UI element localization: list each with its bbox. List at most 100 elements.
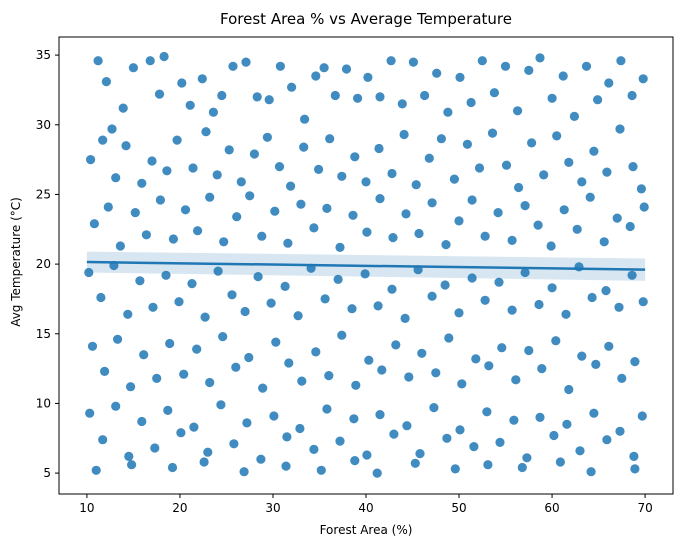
data-point bbox=[457, 379, 467, 389]
data-point bbox=[282, 432, 292, 442]
data-point bbox=[432, 68, 442, 78]
data-point bbox=[551, 336, 561, 346]
data-point bbox=[612, 213, 622, 223]
data-point bbox=[284, 358, 294, 368]
data-point bbox=[537, 364, 547, 374]
data-point bbox=[513, 106, 523, 116]
data-point bbox=[258, 383, 268, 393]
data-point bbox=[373, 301, 383, 311]
data-point bbox=[469, 442, 479, 452]
data-point bbox=[295, 423, 305, 434]
data-point bbox=[375, 92, 385, 102]
data-point bbox=[443, 107, 453, 117]
data-point bbox=[616, 56, 626, 66]
data-point bbox=[165, 338, 175, 349]
data-point bbox=[591, 359, 601, 369]
data-point bbox=[533, 220, 543, 230]
data-point bbox=[625, 221, 635, 232]
data-point bbox=[152, 373, 162, 383]
data-point bbox=[228, 61, 238, 71]
data-point bbox=[249, 149, 259, 159]
data-point bbox=[522, 453, 532, 463]
data-point bbox=[91, 465, 101, 475]
data-point bbox=[286, 181, 296, 191]
data-point bbox=[507, 305, 517, 315]
data-point bbox=[161, 270, 171, 280]
data-point bbox=[441, 240, 451, 250]
data-point bbox=[349, 414, 359, 424]
data-point bbox=[283, 238, 293, 248]
data-point bbox=[574, 262, 584, 272]
data-point bbox=[85, 408, 95, 418]
data-point bbox=[231, 362, 241, 372]
data-point bbox=[199, 457, 209, 467]
data-point bbox=[121, 141, 131, 151]
data-point bbox=[564, 384, 574, 395]
data-point bbox=[216, 400, 226, 410]
data-point bbox=[564, 157, 574, 167]
data-point bbox=[84, 267, 94, 278]
data-point bbox=[245, 191, 255, 201]
data-point bbox=[614, 302, 624, 312]
data-point bbox=[297, 376, 307, 386]
data-point bbox=[527, 138, 537, 148]
data-point bbox=[402, 421, 412, 431]
data-point bbox=[442, 433, 452, 443]
data-point bbox=[179, 369, 189, 379]
data-point bbox=[113, 334, 123, 344]
data-point bbox=[201, 127, 211, 137]
data-point bbox=[299, 142, 309, 152]
data-point bbox=[348, 210, 358, 220]
data-point bbox=[615, 124, 625, 134]
data-point bbox=[639, 202, 649, 212]
data-point bbox=[141, 230, 151, 240]
data-point bbox=[320, 294, 330, 304]
data-point bbox=[493, 208, 503, 218]
data-point bbox=[387, 168, 397, 179]
data-point bbox=[388, 233, 398, 243]
data-point bbox=[627, 270, 637, 280]
data-point bbox=[335, 242, 345, 252]
y-tick-label: 35 bbox=[36, 48, 51, 62]
data-point bbox=[569, 111, 580, 121]
data-point bbox=[638, 297, 648, 307]
data-point bbox=[462, 139, 472, 149]
data-point bbox=[350, 456, 360, 466]
data-point bbox=[401, 209, 411, 219]
data-point bbox=[167, 462, 178, 473]
y-tick-label: 15 bbox=[36, 327, 51, 341]
data-point bbox=[322, 203, 332, 213]
data-point bbox=[300, 114, 310, 124]
data-point bbox=[482, 407, 492, 417]
data-point bbox=[517, 462, 527, 473]
data-point bbox=[86, 155, 96, 165]
data-point bbox=[232, 212, 242, 222]
data-point bbox=[337, 171, 347, 181]
data-point bbox=[589, 146, 599, 156]
data-point bbox=[389, 429, 399, 439]
data-point bbox=[123, 309, 133, 319]
data-point bbox=[638, 74, 648, 84]
data-point bbox=[375, 410, 385, 420]
data-point bbox=[431, 368, 441, 378]
data-point bbox=[440, 280, 450, 290]
data-point bbox=[501, 160, 512, 170]
data-point bbox=[217, 90, 227, 101]
data-point bbox=[429, 403, 439, 413]
data-point bbox=[101, 77, 111, 87]
data-point bbox=[293, 311, 303, 321]
data-point bbox=[351, 380, 361, 390]
y-tick-label: 25 bbox=[36, 187, 51, 201]
data-point bbox=[87, 341, 98, 351]
y-tick-label: 20 bbox=[36, 257, 51, 271]
data-point bbox=[511, 375, 521, 385]
data-point bbox=[137, 178, 147, 188]
data-point bbox=[562, 419, 572, 429]
data-point bbox=[411, 180, 421, 190]
data-point bbox=[177, 78, 187, 88]
data-point bbox=[311, 347, 321, 357]
data-point bbox=[330, 90, 340, 101]
data-point bbox=[126, 382, 136, 392]
data-point bbox=[111, 401, 121, 411]
